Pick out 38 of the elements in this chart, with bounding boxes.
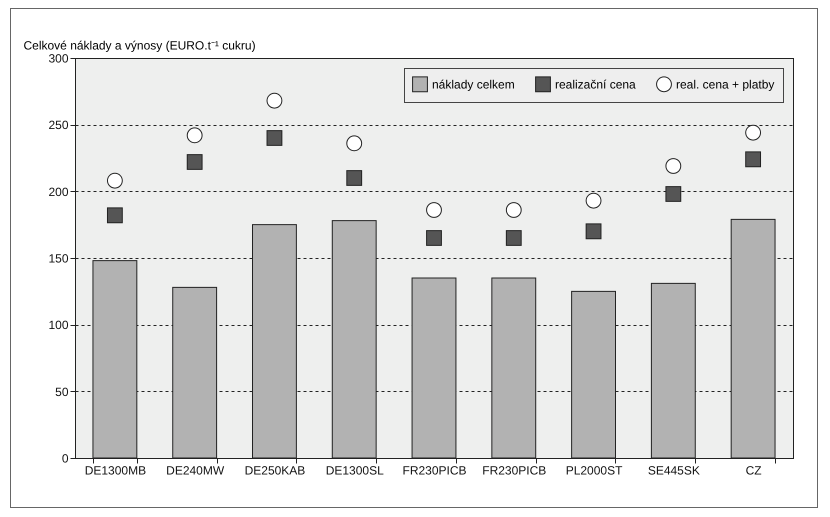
point xyxy=(266,130,282,146)
point xyxy=(506,202,522,218)
y-tick-label: 100 xyxy=(48,318,69,332)
point xyxy=(665,158,682,174)
point xyxy=(346,170,362,186)
y-tick-label: 300 xyxy=(48,52,69,66)
point xyxy=(586,192,602,209)
x-tick-label: PL2000ST xyxy=(566,464,624,478)
x-tick-label: CZ xyxy=(746,464,762,478)
x-tick-label: FR230PICB xyxy=(402,464,467,478)
point xyxy=(426,202,442,218)
legend-label: náklady celkem xyxy=(432,77,515,92)
x-tick-label: SE445SK xyxy=(648,464,700,478)
point xyxy=(106,207,123,224)
point xyxy=(506,230,522,246)
point xyxy=(266,92,282,109)
point xyxy=(586,223,602,240)
point xyxy=(665,186,682,202)
x-tick-label: DE1300SL xyxy=(326,464,384,478)
y-tick-label: 150 xyxy=(48,252,69,266)
y-tick-label: 0 xyxy=(62,452,69,466)
point xyxy=(186,154,203,170)
point xyxy=(426,230,442,246)
point xyxy=(346,135,362,152)
point xyxy=(186,127,203,144)
x-tick-label: DE240MW xyxy=(166,464,225,478)
y-tick-label: 250 xyxy=(48,118,69,132)
x-tick-label: DE1300MB xyxy=(84,464,146,478)
x-tick-label: FR230PICB xyxy=(482,464,546,478)
point xyxy=(745,124,762,141)
legend-label: realizační cena xyxy=(555,77,636,92)
y-axis-title: Celkové náklady a výnosy (EURO.t⁻¹ cukru) xyxy=(24,38,256,52)
y-tick-label: 200 xyxy=(48,184,69,199)
point xyxy=(745,151,762,168)
legend-label: real. cena + platby xyxy=(676,77,774,92)
x-tick-label: DE250KAB xyxy=(244,464,306,478)
y-tick-label: 50 xyxy=(55,384,69,399)
point xyxy=(106,172,123,189)
